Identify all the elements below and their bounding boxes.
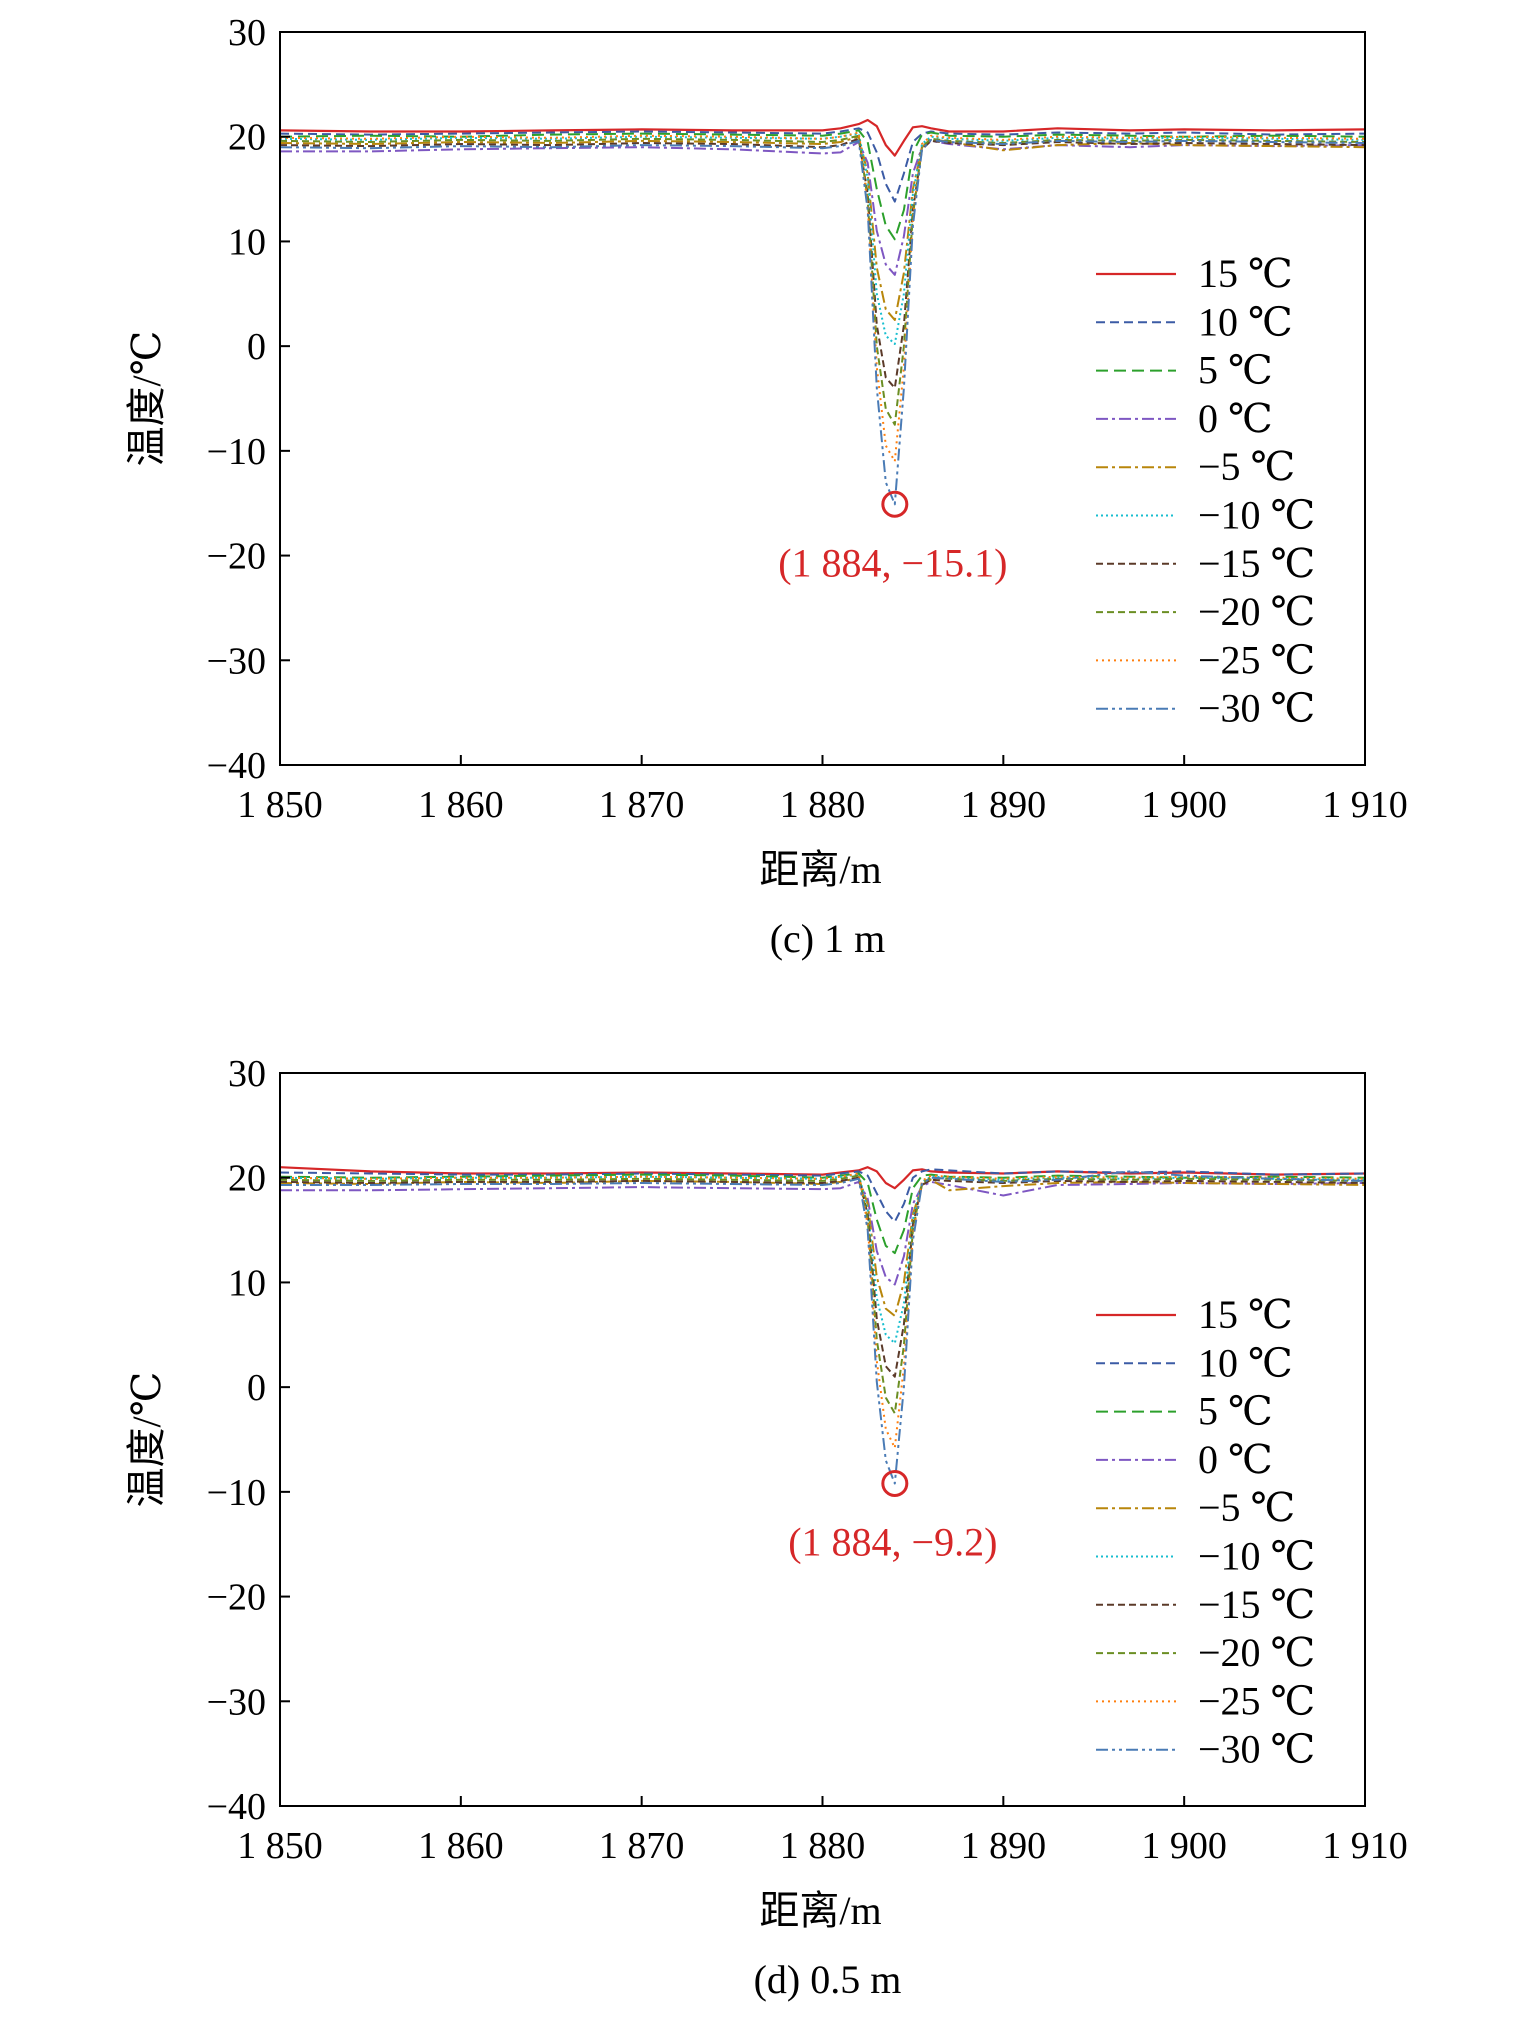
x-tick-label: 1 850 bbox=[237, 1825, 323, 1867]
x-tick-label: 1 850 bbox=[237, 784, 323, 826]
x-tick-label: 1 890 bbox=[961, 784, 1047, 826]
y-tick-label: −30 bbox=[207, 1681, 266, 1723]
y-tick-label: −20 bbox=[207, 1577, 266, 1619]
legend-label: −5 ℃ bbox=[1198, 444, 1295, 489]
x-tick-label: 1 880 bbox=[780, 784, 866, 826]
series-line bbox=[280, 118, 1365, 157]
x-tick-label: 1 910 bbox=[1322, 1825, 1408, 1867]
x-tick-label: 1 900 bbox=[1141, 784, 1227, 826]
y-tick-label: −30 bbox=[207, 640, 266, 682]
y-tick-label: −10 bbox=[207, 431, 266, 473]
legend: 15 ℃10 ℃5 ℃0 ℃−5 ℃−10 ℃−15 ℃−20 ℃−25 ℃−3… bbox=[1096, 1292, 1315, 1772]
y-tick-label: 30 bbox=[228, 12, 266, 54]
y-tick-label: −40 bbox=[207, 1786, 266, 1828]
x-tick-label: 1 900 bbox=[1141, 1825, 1227, 1867]
annotation-label: (1 884, −9.2) bbox=[788, 1519, 997, 1564]
legend-label: −20 ℃ bbox=[1198, 589, 1315, 634]
y-tick-label: 30 bbox=[228, 1053, 266, 1095]
y-tick-label: 0 bbox=[247, 1367, 266, 1409]
x-tick-label: 1 880 bbox=[780, 1825, 866, 1867]
series-line bbox=[280, 1176, 1365, 1378]
annotation-label: (1 884, −15.1) bbox=[778, 540, 1007, 585]
series-line bbox=[280, 129, 1365, 241]
x-tick-label: 1 870 bbox=[599, 1825, 685, 1867]
series-line bbox=[280, 127, 1365, 203]
x-tick-label: 1 890 bbox=[961, 1825, 1047, 1867]
legend-label: −30 ℃ bbox=[1198, 686, 1315, 731]
legend-label: −25 ℃ bbox=[1198, 637, 1315, 682]
series-line bbox=[280, 1172, 1365, 1255]
legend-label: −20 ℃ bbox=[1198, 1630, 1315, 1675]
legend-label: −5 ℃ bbox=[1198, 1485, 1295, 1530]
legend-label: 0 ℃ bbox=[1198, 1437, 1273, 1482]
legend-label: 15 ℃ bbox=[1198, 1292, 1293, 1337]
series-line bbox=[280, 134, 1365, 426]
legend-label: 0 ℃ bbox=[1198, 396, 1273, 441]
legend-label: 10 ℃ bbox=[1198, 299, 1293, 344]
y-axis-label: 温度/℃ bbox=[124, 331, 169, 467]
series-line bbox=[280, 1168, 1365, 1223]
chart-panel: 30 20 10 0 −10 −20 −30 −401 850 1 860 1 870 1 880 1… bbox=[124, 12, 1408, 961]
y-tick-label: −40 bbox=[207, 745, 266, 787]
x-tick-label: 1 860 bbox=[418, 784, 504, 826]
series-line bbox=[280, 1180, 1365, 1286]
series-line bbox=[280, 1166, 1365, 1190]
series-group bbox=[280, 1166, 1365, 1485]
y-tick-label: 0 bbox=[247, 326, 266, 368]
y-tick-label: 10 bbox=[228, 1262, 266, 1304]
series-line bbox=[280, 1173, 1365, 1345]
legend-label: −15 ℃ bbox=[1198, 1582, 1315, 1627]
legend-label: −10 ℃ bbox=[1198, 493, 1315, 538]
legend-label: −30 ℃ bbox=[1198, 1727, 1315, 1772]
legend-label: 15 ℃ bbox=[1198, 251, 1293, 296]
chart-subtitle: (d) 0.5 m bbox=[754, 1957, 902, 2002]
series-line bbox=[280, 1172, 1365, 1449]
series-line bbox=[280, 137, 1365, 389]
x-tick-label: 1 860 bbox=[418, 1825, 504, 1867]
legend-label: −25 ℃ bbox=[1198, 1678, 1315, 1723]
y-tick-label: 20 bbox=[228, 117, 266, 159]
y-tick-label: 10 bbox=[228, 221, 266, 263]
series-line bbox=[280, 131, 1365, 463]
x-axis-label: 距离/m bbox=[759, 1888, 881, 1933]
chart-panel: 30 20 10 0 −10 −20 −30 −401 850 1 860 1 870 1 880 1… bbox=[124, 1053, 1408, 2002]
legend-label: −15 ℃ bbox=[1198, 541, 1315, 586]
legend-label: −10 ℃ bbox=[1198, 1534, 1315, 1579]
series-line bbox=[280, 132, 1365, 345]
y-axis-label: 温度/℃ bbox=[124, 1372, 169, 1508]
y-tick-label: −20 bbox=[207, 536, 266, 578]
legend: 15 ℃10 ℃5 ℃0 ℃−5 ℃−10 ℃−15 ℃−20 ℃−25 ℃−3… bbox=[1096, 251, 1315, 731]
x-axis-label: 距离/m bbox=[759, 847, 881, 892]
legend-label: 5 ℃ bbox=[1198, 348, 1273, 393]
x-tick-label: 1 870 bbox=[599, 784, 685, 826]
series-line bbox=[280, 139, 1365, 276]
minimum-marker bbox=[881, 1469, 909, 1497]
y-tick-label: −10 bbox=[207, 1472, 266, 1514]
series-line bbox=[280, 135, 1365, 321]
y-tick-label: 20 bbox=[228, 1158, 266, 1200]
chart-subtitle: (c) 1 m bbox=[770, 916, 886, 961]
minimum-marker bbox=[881, 490, 909, 518]
legend-label: 10 ℃ bbox=[1198, 1340, 1293, 1385]
x-tick-label: 1 910 bbox=[1322, 784, 1408, 826]
legend-label: 5 ℃ bbox=[1198, 1389, 1273, 1434]
